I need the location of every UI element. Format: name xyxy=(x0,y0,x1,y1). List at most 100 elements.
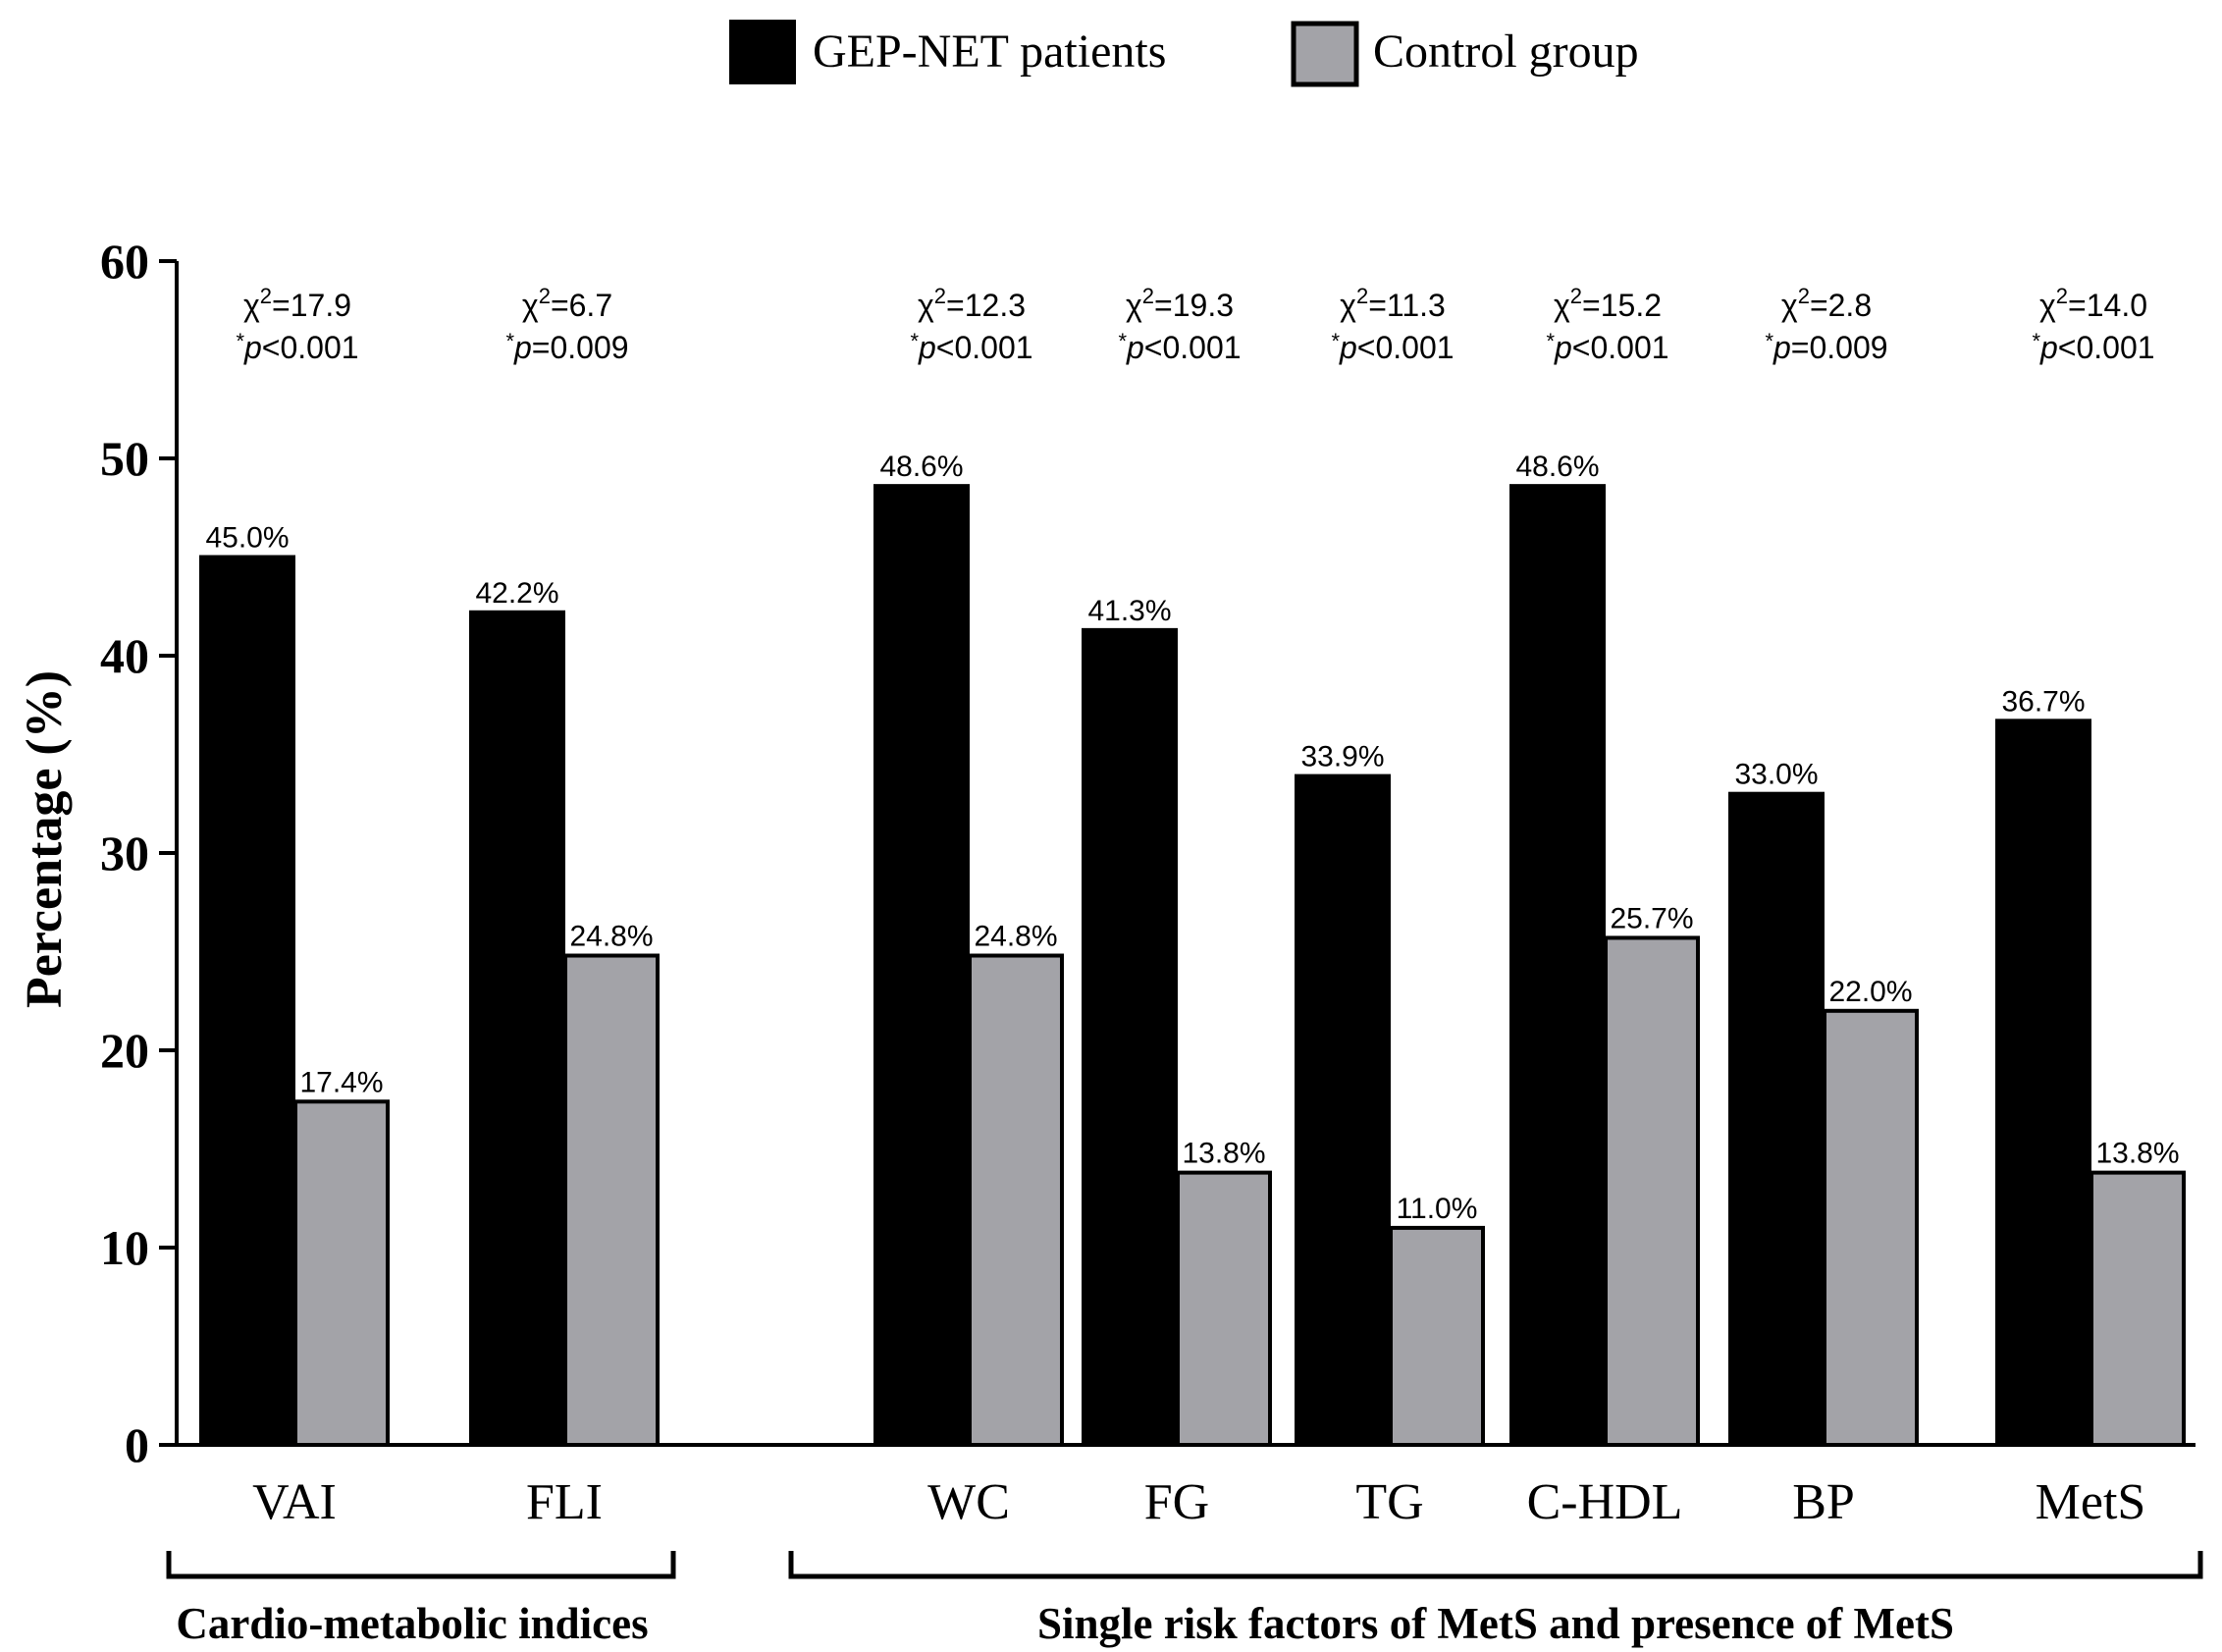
chi-exponent: 2 xyxy=(934,284,946,308)
x-tick-label-c-hdl: C-HDL xyxy=(1527,1474,1683,1530)
bar-gep-net-fli xyxy=(469,610,565,1447)
x-tick-labels: VAI FLI WC FG TG C-HDL BP MetS xyxy=(252,1474,2145,1530)
bar-gep-net-c-hdl xyxy=(1509,484,1606,1447)
y-tick-label: 50 xyxy=(100,431,149,486)
bar-control-c-hdl xyxy=(1604,935,1700,1447)
y-ticks: 0 10 20 30 40 50 60 xyxy=(100,234,177,1472)
data-label: 33.9% xyxy=(1300,741,1384,773)
p-letter: p xyxy=(1554,330,1572,365)
chi-value: =2.8 xyxy=(1810,288,1872,323)
p-letter: p xyxy=(243,330,262,365)
legend-swatch-gep-net xyxy=(729,20,796,84)
group-bracket-single-risk: Single risk factors of MetS and presence… xyxy=(788,1551,2203,1648)
data-label: 41.3% xyxy=(1087,595,1171,627)
p-value: <0.001 xyxy=(1144,330,1242,365)
bar-control-mets xyxy=(2090,1170,2186,1447)
p-letter: p xyxy=(918,330,936,365)
p-value-label: *p<0.001 xyxy=(1118,329,1241,365)
chi-square-label: χ2=2.8 xyxy=(1781,284,1872,323)
chi-value: =14.0 xyxy=(2068,288,2147,323)
bar-control-fg xyxy=(1176,1170,1272,1447)
p-value: <0.001 xyxy=(1357,330,1455,365)
chi-square-label: χ2=11.3 xyxy=(1340,284,1446,323)
chi-exponent: 2 xyxy=(260,284,272,308)
p-star: * xyxy=(1331,329,1340,353)
bars: 45.0% 17.4% 42.2% 24.8% 48.6% 24.8% 41.3% 13.8%… xyxy=(199,451,2186,1448)
p-star: * xyxy=(1546,329,1555,353)
p-value-label: *p<0.001 xyxy=(1331,329,1454,365)
chi-square-label: χ2=19.3 xyxy=(1126,284,1234,323)
chi-value: =6.7 xyxy=(551,288,612,323)
chi-value: =15.2 xyxy=(1582,288,1662,323)
data-label: 17.4% xyxy=(299,1066,383,1098)
chi-exponent: 2 xyxy=(1142,284,1154,308)
x-tick-label-tg: TG xyxy=(1355,1474,1423,1530)
x-tick-label-vai: VAI xyxy=(252,1474,337,1530)
chi-symbol: χ xyxy=(918,288,934,323)
y-tick-label: 40 xyxy=(100,628,149,683)
y-axis-label: Percentage (%) xyxy=(17,670,73,1008)
chi-value: =11.3 xyxy=(1368,288,1446,323)
p-star: * xyxy=(2032,329,2040,353)
chi-symbol: χ xyxy=(522,288,539,323)
p-value: <0.001 xyxy=(2058,330,2155,365)
y-tick-label: 20 xyxy=(100,1023,149,1078)
p-value: <0.001 xyxy=(936,330,1033,365)
bar-control-tg xyxy=(1389,1225,1485,1448)
chi-symbol: χ xyxy=(1126,288,1142,323)
p-value: =0.009 xyxy=(532,330,629,365)
x-tick-label-mets: MetS xyxy=(2036,1474,2146,1530)
chi-symbol: χ xyxy=(1781,288,1798,323)
bar-gep-net-fg xyxy=(1082,627,1178,1447)
p-value: =0.009 xyxy=(1791,330,1888,365)
data-label: 48.6% xyxy=(1515,451,1599,483)
y-tick-label: 30 xyxy=(100,826,149,880)
chi-value: =19.3 xyxy=(1154,288,1234,323)
p-letter: p xyxy=(2039,330,2058,365)
bar-control-bp xyxy=(1823,1008,1919,1448)
chi-square-label: χ2=15.2 xyxy=(1554,284,1662,323)
data-label: 22.0% xyxy=(1828,976,1912,1008)
data-label: 13.8% xyxy=(1182,1138,1265,1170)
chi-symbol: χ xyxy=(243,288,260,323)
stat-annotations: χ2=17.9*p<0.001χ2=6.7*p=0.009χ2=12.3*p<0… xyxy=(236,284,2154,365)
p-star: * xyxy=(1765,329,1773,353)
x-tick-label-wc: WC xyxy=(927,1474,1010,1530)
bar-gep-net-tg xyxy=(1295,773,1391,1447)
bar-gep-net-vai xyxy=(199,555,295,1447)
bar-control-wc xyxy=(968,953,1064,1448)
p-star: * xyxy=(910,329,919,353)
p-value-label: *p=0.009 xyxy=(1765,329,1887,365)
p-value-label: *p<0.001 xyxy=(236,329,358,365)
p-value-label: *p<0.001 xyxy=(1546,329,1668,365)
data-label: 33.0% xyxy=(1734,759,1818,791)
data-label: 36.7% xyxy=(2001,685,2085,718)
p-letter: p xyxy=(1339,330,1357,365)
group-label-single-risk: Single risk factors of MetS and presence… xyxy=(1037,1599,1954,1648)
chi-exponent: 2 xyxy=(1570,284,1582,308)
legend: GEP-NET patients Control group xyxy=(729,20,1639,87)
chi-exponent: 2 xyxy=(539,284,551,308)
data-label: 13.8% xyxy=(2095,1138,2179,1170)
y-tick-label: 0 xyxy=(125,1417,149,1472)
data-label: 25.7% xyxy=(1610,902,1693,934)
data-label: 45.0% xyxy=(205,522,289,555)
chi-square-label: χ2=14.0 xyxy=(2039,284,2147,323)
y-tick-label: 10 xyxy=(100,1220,149,1275)
chi-symbol: χ xyxy=(1554,288,1570,323)
group-bracket-cardio: Cardio-metabolic indices xyxy=(166,1551,676,1648)
legend-swatch-control xyxy=(1291,21,1359,87)
chi-square-label: χ2=17.9 xyxy=(243,284,351,323)
data-label: 42.2% xyxy=(475,577,558,610)
p-letter: p xyxy=(513,330,532,365)
data-label: 24.8% xyxy=(974,921,1057,953)
legend-label-control: Control group xyxy=(1373,26,1639,78)
data-label: 11.0% xyxy=(1397,1193,1478,1225)
legend-label-gep-net: GEP-NET patients xyxy=(813,26,1166,78)
p-star: * xyxy=(1118,329,1127,353)
x-tick-label-bp: BP xyxy=(1792,1474,1855,1530)
y-tick-label: 60 xyxy=(100,234,149,289)
p-value: <0.001 xyxy=(262,330,359,365)
p-star: * xyxy=(236,329,244,353)
